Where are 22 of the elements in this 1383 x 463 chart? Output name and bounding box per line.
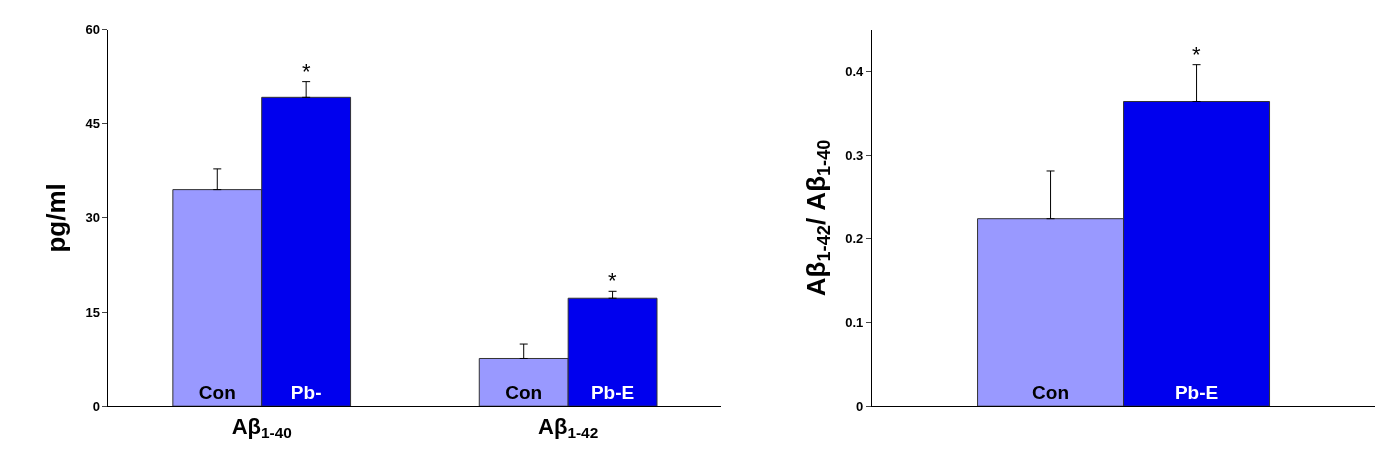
data-label: Con (505, 382, 543, 404)
y-tick-label: 0.3 (845, 147, 864, 163)
data-label: Pb-E (1174, 382, 1219, 404)
x-tick-label: Aβ$_{1-42}$ (538, 413, 599, 442)
data-label: Con (198, 382, 236, 404)
y-axis-title: pg/ml (40, 183, 71, 253)
y-tick-label: 0.4 (845, 63, 864, 79)
y-tick-label: 60 (85, 22, 100, 38)
y-tick-label: 0.2 (845, 231, 864, 247)
annotation: * (1192, 42, 1201, 67)
y-tick-label: 0.1 (845, 315, 864, 331)
y-tick-label: 0 (92, 398, 100, 414)
annotation: * (302, 59, 311, 84)
data-label: Pb- (290, 382, 322, 404)
x-tick-label: Aβ$_{1-40}$ (231, 413, 292, 442)
y-tick-label: 45 (85, 116, 100, 132)
y-tick-label: 0 (856, 398, 864, 414)
annotation: * (608, 268, 617, 293)
y-tick-label: 15 (85, 304, 100, 320)
data-label: Pb-E (590, 382, 635, 404)
y-tick-label: 30 (85, 210, 100, 226)
data-label: Con (1032, 382, 1070, 404)
